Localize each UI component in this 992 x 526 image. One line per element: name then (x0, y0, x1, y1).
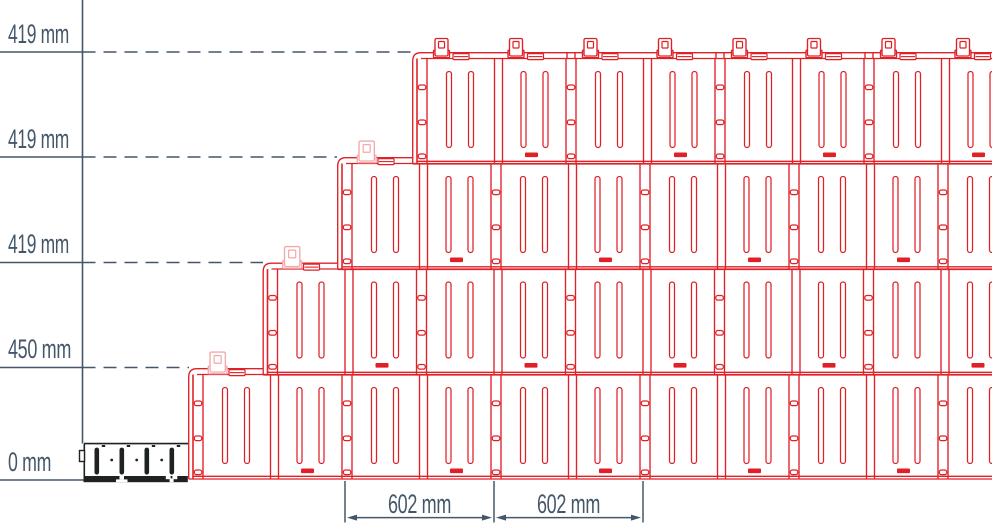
barrier-row-3 (337, 140, 992, 271)
barrier-row-2 (262, 245, 992, 376)
barrier-row-4 (412, 37, 992, 165)
width-dimension (344, 481, 644, 523)
dimension-labels: 419 mm 419 mm 419 mm 450 mm 0 mm 602 mm … (8, 19, 601, 519)
x-dim-label-left: 602 mm (388, 489, 451, 519)
x-dim-label-right: 602 mm (537, 489, 600, 519)
y-dim-label-row4: 419 mm (8, 19, 69, 49)
y-dim-label-row2: 419 mm (8, 229, 69, 259)
y-dim-label-ground: 0 mm (8, 447, 51, 477)
ground-base-plate (78, 442, 188, 483)
barrier-row-1 (188, 351, 992, 480)
y-dim-label-row3: 419 mm (8, 124, 69, 154)
y-dim-label-row1: 450 mm (8, 334, 71, 364)
height-dimension-guides (0, 0, 412, 481)
